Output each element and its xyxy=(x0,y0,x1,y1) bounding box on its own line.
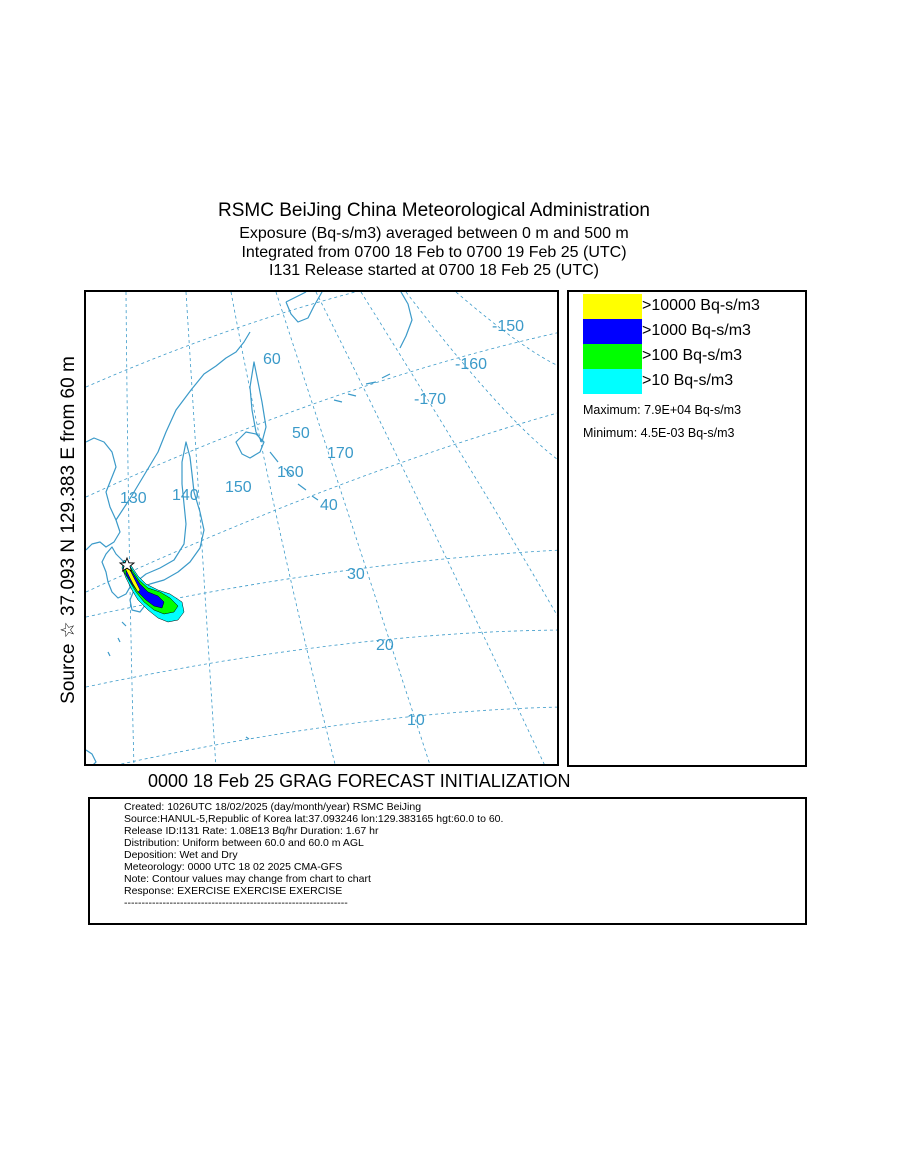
coastlines xyxy=(86,292,413,764)
latitude-line-30 xyxy=(86,549,557,618)
plume-gt1000 xyxy=(125,563,165,609)
lon-label-170: 170 xyxy=(327,445,354,462)
coastline-hokkaido xyxy=(235,431,265,459)
latitude-line-50 xyxy=(86,332,557,498)
legend-label: >1000 Bq-s/m3 xyxy=(642,322,751,339)
star-icon xyxy=(118,556,136,573)
coastline-russia-east xyxy=(115,331,251,521)
legend-swatch xyxy=(583,344,642,369)
meridian-m160 xyxy=(405,292,557,460)
lon-label-m170: -170 xyxy=(414,391,446,408)
meridian-140 xyxy=(185,292,217,764)
coastline-korea xyxy=(101,546,131,599)
latitude-line-20 xyxy=(86,629,557,688)
plume-gt10000 xyxy=(124,563,141,593)
meridian-160 xyxy=(275,292,431,764)
meridian-130 xyxy=(125,292,135,764)
info-created: Created: 1026UTC 18/02/2025 (day/month/y… xyxy=(124,801,422,813)
integration-period: Integrated from 0700 18 Feb to 0700 19 F… xyxy=(241,244,627,261)
lat-label-60: 60 xyxy=(263,351,281,368)
legend-item-100: >100 Bq-s/m3 xyxy=(583,344,803,369)
legend-label: >100 Bq-s/m3 xyxy=(642,347,743,364)
lon-label-150: 150 xyxy=(225,479,252,496)
legend-item-1000: >1000 Bq-s/m3 xyxy=(583,319,803,344)
coastline-pacific-islet xyxy=(245,736,250,740)
legend-label: >10 Bq-s/m3 xyxy=(642,372,734,389)
latitude-line-60 xyxy=(86,292,357,388)
info-deposition: Deposition: Wet and Dry xyxy=(124,849,238,861)
meridian-m170 xyxy=(360,292,557,616)
lat-label-40: 40 xyxy=(320,497,338,514)
info-distribution: Distribution: Uniform between 60.0 and 6… xyxy=(124,837,364,849)
lat-label-50: 50 xyxy=(292,425,310,442)
legend: >10000 Bq-s/m3 >1000 Bq-s/m3 >100 Bq-s/m… xyxy=(567,290,807,767)
lon-label-130: 130 xyxy=(120,490,147,507)
plume xyxy=(121,559,185,623)
coastline-aleutians xyxy=(333,373,391,403)
latitude-line-10 xyxy=(119,706,557,764)
release-start: I131 Release started at 0700 18 Feb 25 (… xyxy=(269,262,599,279)
lon-label-m150: -150 xyxy=(492,318,524,335)
source-label: Source ☆ 37.093 N 129.383 E from 60 m xyxy=(58,356,79,704)
lat-label-30: 30 xyxy=(347,566,365,583)
coastline-kamchatka xyxy=(285,292,323,323)
legend-swatch xyxy=(583,319,642,344)
legend-swatch xyxy=(583,369,642,394)
map-canvas: 60 50 40 30 20 10 130 140 150 160 170 -1… xyxy=(86,292,557,764)
coastline-mainland xyxy=(86,437,121,551)
lat-label-20: 20 xyxy=(376,637,394,654)
info-note: Note: Contour values may change from cha… xyxy=(124,873,371,885)
meridian-170 xyxy=(315,292,545,764)
meridian-m150 xyxy=(455,292,557,366)
lat-label-10: 10 xyxy=(407,712,425,729)
lon-label-140: 140 xyxy=(172,487,199,504)
info-meteorology: Meteorology: 0000 UTC 18 02 2025 CMA-GFS xyxy=(124,861,343,873)
info-source: Source:HANUL-5,Republic of Korea lat:37.… xyxy=(124,813,504,825)
maximum-value: Maximum: 7.9E+04 Bq-s/m3 xyxy=(583,403,742,417)
map-frame: 60 50 40 30 20 10 130 140 150 160 170 -1… xyxy=(84,290,559,766)
latitude-line-40 xyxy=(86,412,557,593)
legend-label: >10000 Bq-s/m3 xyxy=(642,297,760,314)
info-response: Response: EXERCISE EXERCISE EXERCISE xyxy=(124,885,343,897)
forecast-initialization: 0000 18 Feb 25 GRAG FORECAST INITIALIZAT… xyxy=(148,771,571,791)
legend-swatch xyxy=(583,294,642,319)
coastline-honshu xyxy=(135,441,205,589)
info-separator: ----------------------------------------… xyxy=(124,897,348,909)
coastline-alaska-west xyxy=(399,292,413,349)
exposure-description: Exposure (Bq-s/m3) averaged between 0 m … xyxy=(239,225,629,242)
coastline-sakhalin xyxy=(249,361,267,443)
lon-label-160: 160 xyxy=(277,464,304,481)
legend-item-10000: >10000 Bq-s/m3 xyxy=(583,294,803,319)
info-release: Release ID:I131 Rate: 1.08E13 Bq/hr Dura… xyxy=(124,825,379,837)
plume-gt100 xyxy=(123,561,179,615)
lon-label-m160: -160 xyxy=(455,356,487,373)
meridian-150 xyxy=(230,292,336,764)
minimum-value: Minimum: 4.5E-03 Bq-s/m3 xyxy=(583,426,735,440)
coastline-ryukyu xyxy=(107,621,127,657)
coastline-kurils xyxy=(269,451,319,501)
legend-item-10: >10 Bq-s/m3 xyxy=(583,369,803,394)
info-box: Created: 1026UTC 18/02/2025 (day/month/y… xyxy=(88,797,807,925)
chart-title: RSMC BeiJing China Meteorological Admini… xyxy=(218,200,650,221)
graticule xyxy=(86,292,557,764)
coastline-southwest xyxy=(86,749,97,764)
